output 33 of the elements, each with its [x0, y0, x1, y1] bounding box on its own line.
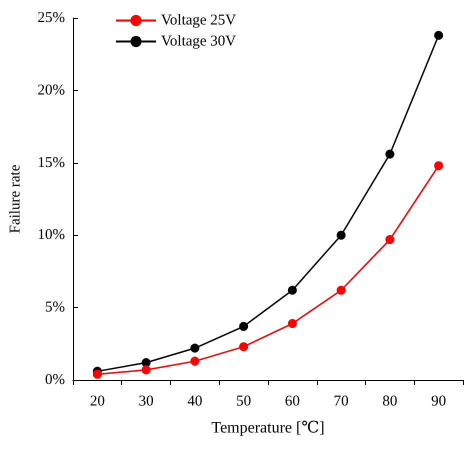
- point: [336, 286, 346, 295]
- x-tick-label: 50: [236, 394, 252, 410]
- legend-label: Voltage 30V: [161, 34, 236, 50]
- point: [385, 235, 394, 244]
- point: [142, 365, 151, 374]
- x-tick-label: 70: [334, 394, 349, 410]
- y-tick-label: 5%: [45, 300, 65, 316]
- y-tick-label: 15%: [38, 154, 65, 171]
- legend-label: Voltage 25V: [161, 12, 236, 28]
- point: [190, 344, 200, 353]
- y-tick-label: 10%: [38, 227, 65, 244]
- point: [239, 322, 248, 331]
- x-axis-title: Temperature [℃]: [211, 420, 325, 436]
- y-tick-label: 0%: [45, 372, 65, 388]
- y-tick-label: 25%: [38, 10, 65, 26]
- x-tick-label: 90: [431, 394, 446, 410]
- point: [288, 319, 297, 328]
- point: [385, 150, 394, 159]
- y-tick-label: 20%: [38, 82, 65, 98]
- point: [336, 230, 346, 240]
- point: [434, 161, 444, 170]
- x-tick-label: 60: [284, 394, 300, 410]
- point: [142, 358, 151, 368]
- x-tick-label: 20: [90, 394, 105, 410]
- x-tick-label: 40: [187, 394, 202, 410]
- point: [92, 370, 102, 379]
- point: [288, 286, 297, 295]
- point: [190, 356, 200, 366]
- point: [434, 30, 444, 40]
- x-tick-label: 80: [382, 394, 398, 410]
- y-axis-title: Failure rate: [8, 164, 24, 234]
- point: [239, 342, 248, 352]
- x-tick-label: 30: [138, 394, 154, 410]
